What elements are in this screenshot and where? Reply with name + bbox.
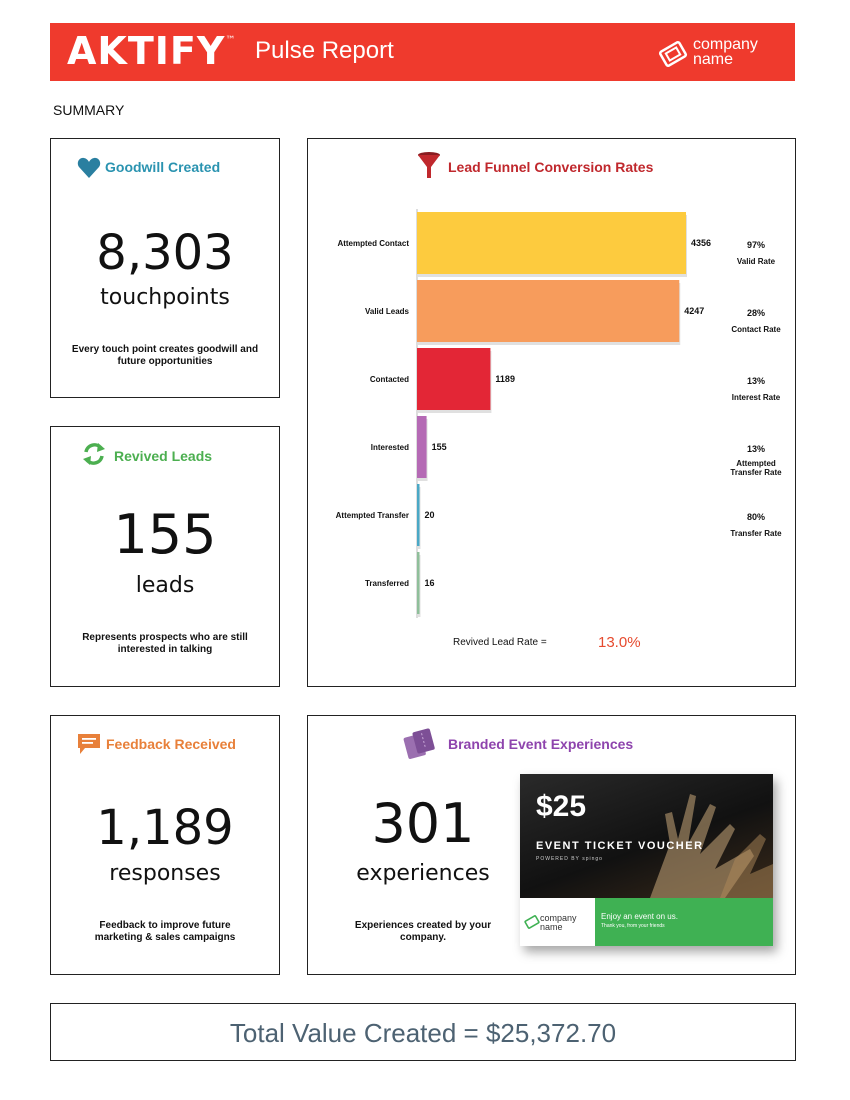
feedback-title: Feedback Received <box>106 736 236 752</box>
company-logo: company name <box>658 37 786 71</box>
voucher-company-name: company name <box>540 913 577 932</box>
voucher-message-panel: Enjoy an event on us. Thank you, from yo… <box>595 898 773 946</box>
feedback-value: 1,189 <box>96 800 234 856</box>
funnel-rate-value: 97% <box>747 240 765 250</box>
heart-icon <box>77 157 101 178</box>
funnel-category-label: Transferred <box>365 579 409 588</box>
funnel-rate-label: Interest Rate <box>732 393 781 402</box>
funnel-rate-value: 13% <box>747 444 765 454</box>
header-banner: AKTIFY™ Pulse Report company name <box>50 23 795 81</box>
funnel-bar <box>417 348 491 410</box>
funnel-value-label: 155 <box>432 442 447 452</box>
funnel-value-label: 1189 <box>495 374 515 384</box>
funnel-bar <box>417 484 420 546</box>
summary-label: SUMMARY <box>53 102 125 118</box>
funnel-rate-label: Contact Rate <box>731 325 781 334</box>
funnel-card: Lead Funnel Conversion Rates Attempted C… <box>307 138 796 687</box>
funnel-rate-label: Attempted <box>736 459 776 468</box>
feedback-card: Feedback Received 1,189 responses Feedba… <box>50 715 280 975</box>
goodwill-description: Every touch point creates goodwill and f… <box>71 344 259 367</box>
goodwill-unit: touchpoints <box>100 285 230 310</box>
goodwill-card: Goodwill Created 8,303 touchpoints Every… <box>50 138 280 398</box>
voucher-thanks-text: Thank you, from your friends <box>601 923 665 929</box>
funnel-value-label: 16 <box>425 578 435 588</box>
event-ticket-voucher: $25 EVENT TICKET VOUCHER POWERED BY spin… <box>520 774 773 946</box>
revived-card: Revived Leads 155 leads Represents prosp… <box>50 426 280 687</box>
funnel-category-label: Interested <box>371 443 409 452</box>
revived-rate-label: Revived Lead Rate = <box>453 637 547 648</box>
funnel-value-label: 20 <box>425 510 435 520</box>
branded-unit: experiences <box>356 861 490 886</box>
funnel-value-label: 4356 <box>691 238 711 248</box>
revived-value: 155 <box>113 503 217 566</box>
revived-description: Represents prospects who are still inter… <box>82 632 248 655</box>
branded-card: Branded Event Experiences 301 experience… <box>307 715 796 975</box>
funnel-rate-value: 80% <box>747 512 765 522</box>
goodwill-value: 8,303 <box>96 225 234 281</box>
funnel-category-label: Attempted Transfer <box>336 511 409 520</box>
voucher-company-panel: company name <box>520 898 595 946</box>
ticket-icon <box>403 728 435 759</box>
funnel-rate-label: Valid Rate <box>737 257 776 266</box>
tag-logo-icon <box>524 915 540 929</box>
funnel-chart: Attempted Contact 4356 Valid Leads 4247 Cont… <box>336 209 782 618</box>
funnel-icon <box>418 152 440 178</box>
funnel-category-label: Contacted <box>370 375 409 384</box>
branded-title: Branded Event Experiences <box>448 736 634 752</box>
voucher-enjoy-text: Enjoy an event on us. <box>601 912 678 921</box>
funnel-rate-value: 28% <box>747 308 765 318</box>
revived-rate-value: 13.0% <box>598 634 641 651</box>
revived-unit: leads <box>135 573 195 598</box>
brand-logo: AKTIFY™ <box>67 29 237 73</box>
funnel-bar <box>417 416 427 478</box>
company-name-text: company name <box>693 36 758 68</box>
crowd-silhouette-icon <box>650 794 773 898</box>
report-title: Pulse Report <box>255 37 394 64</box>
funnel-rate-label: Transfer Rate <box>730 468 782 477</box>
revived-title: Revived Leads <box>114 448 213 464</box>
voucher-label: EVENT TICKET VOUCHER <box>536 840 704 852</box>
feedback-description: Feedback to improve future marketing & s… <box>94 920 236 943</box>
funnel-category-label: Attempted Contact <box>337 239 409 248</box>
funnel-category-label: Valid Leads <box>365 307 410 316</box>
refresh-icon <box>83 443 105 465</box>
branded-description: Experiences created by your company. <box>354 920 492 943</box>
funnel-bar <box>417 552 420 614</box>
total-value-box: Total Value Created = $25,372.70 <box>50 1003 796 1061</box>
feedback-unit: responses <box>109 861 221 886</box>
goodwill-title: Goodwill Created <box>105 159 221 175</box>
funnel-rate-label: Transfer Rate <box>730 529 782 538</box>
tag-logo-icon <box>658 41 688 67</box>
funnel-value-label: 4247 <box>684 306 704 316</box>
voucher-photo: $25 EVENT TICKET VOUCHER POWERED BY spin… <box>520 774 773 898</box>
funnel-bar <box>417 280 680 342</box>
total-value-text: Total Value Created = $25,372.70 <box>229 1018 617 1048</box>
voucher-powered-by: POWERED BY spingo <box>536 856 603 862</box>
funnel-title: Lead Funnel Conversion Rates <box>448 159 654 175</box>
funnel-rate-value: 13% <box>747 376 765 386</box>
chat-icon <box>78 734 100 754</box>
funnel-bar <box>417 212 686 274</box>
branded-value: 301 <box>371 792 475 855</box>
voucher-price: $25 <box>536 790 587 823</box>
